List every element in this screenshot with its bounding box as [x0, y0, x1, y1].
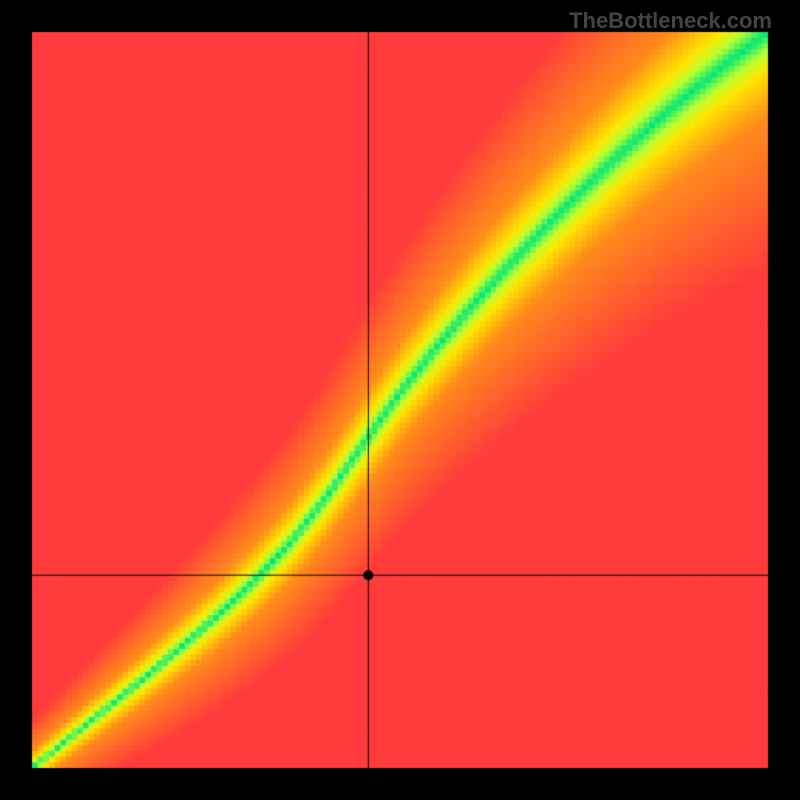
bottleneck-heatmap — [0, 0, 800, 805]
heatmap-canvas — [0, 0, 800, 800]
watermark-text: TheBottleneck.com — [569, 8, 772, 34]
